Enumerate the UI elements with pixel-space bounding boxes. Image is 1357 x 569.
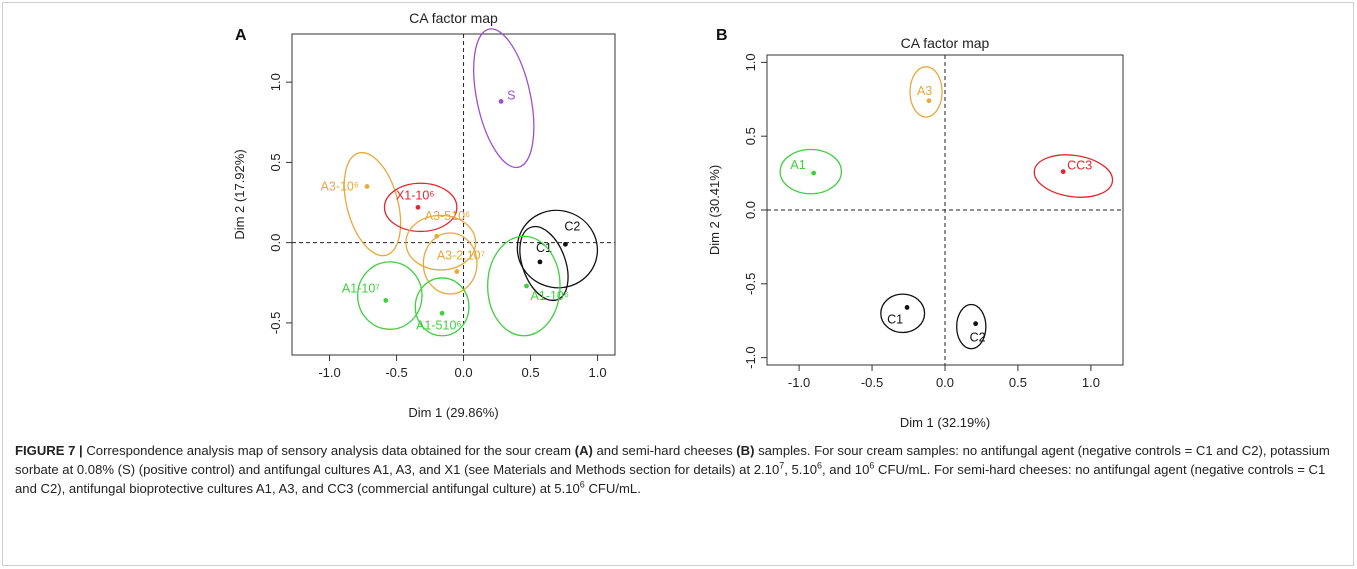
figure-label: FIGURE 7 | — [15, 443, 83, 458]
data-point — [383, 298, 389, 303]
point-label: CC3 — [1067, 159, 1092, 173]
confidence-ellipse — [383, 182, 458, 233]
panel-a: A CA factor map -1.0 -0.5 0.0 0.5 1.0 -0.5 0.0 0.… — [232, 10, 616, 420]
confidence-ellipse — [414, 277, 470, 337]
caption-panel-b-ref: (B) — [736, 443, 755, 458]
data-point — [524, 283, 529, 289]
data-point — [364, 184, 370, 189]
data-point — [537, 259, 543, 265]
confidence-ellipse — [519, 225, 569, 302]
confidence-ellipse — [909, 66, 943, 118]
confidence-ellipse — [405, 214, 477, 271]
y-tick-label: -1.0 — [743, 346, 758, 368]
caption-text: Correspondence analysis map of sensory a… — [82, 443, 575, 458]
point-label: A3-2.10⁷ — [437, 249, 486, 263]
data-point — [926, 98, 932, 104]
y-axis-label: Dim 2 (17.92%) — [232, 149, 247, 239]
point-label: A3-510⁶ — [425, 209, 470, 223]
data-point — [563, 241, 568, 247]
data-point — [454, 269, 460, 274]
x-tick-label: 0.0 — [936, 375, 954, 390]
caption-panel-a-ref: (A) — [574, 443, 593, 458]
confidence-ellipse — [516, 209, 599, 289]
y-tick-label: -0.5 — [268, 312, 283, 334]
point-label: X1-10⁶ — [396, 188, 435, 202]
y-tick-label: 1.0 — [268, 73, 283, 91]
point-label: S — [507, 88, 515, 102]
caption-superscript: 6 — [817, 460, 823, 471]
y-tick-label: 0.5 — [743, 127, 758, 145]
confidence-ellipse — [779, 148, 843, 195]
confidence-ellipse — [422, 232, 478, 295]
confidence-ellipse — [487, 235, 561, 337]
point-label: C1 — [536, 241, 552, 255]
confidence-ellipse — [343, 151, 402, 257]
data-point — [811, 170, 817, 176]
confidence-ellipse — [880, 293, 926, 334]
y-tick-label: 0.0 — [268, 234, 283, 252]
panel-letter: B — [716, 27, 728, 44]
confidence-ellipse — [357, 261, 423, 330]
point-label: A1-10⁷ — [342, 281, 380, 295]
caption-text: CFU/mL. — [584, 481, 641, 496]
caption-superscript: 7 — [779, 460, 785, 471]
confidence-ellipse — [956, 303, 987, 350]
confidence-ellipse — [1033, 154, 1114, 198]
x-tick-label: 1.0 — [1082, 375, 1100, 390]
caption-text: CFU/mL. For semi-hard cheeses: no antifu… — [15, 462, 1326, 496]
confidence-ellipse — [473, 28, 535, 169]
caption-superscript: 6 — [579, 479, 585, 490]
caption-text: and semi-hard cheeses — [592, 443, 737, 458]
data-point — [904, 305, 910, 310]
panel-b: B CA factor map -1.0 -0.5 0.0 0.5 1.0 -1.0 -0.5 0… — [707, 27, 1124, 430]
x-tick-label: 1.0 — [589, 365, 607, 380]
data-point — [1060, 169, 1066, 175]
point-label: C2 — [970, 331, 986, 345]
x-tick-label: 0.5 — [522, 365, 540, 380]
caption-text: , and 10 — [822, 462, 870, 477]
y-tick-label: -0.5 — [743, 273, 758, 295]
point-label: A1-10⁶ — [531, 289, 570, 303]
panel-letter: A — [235, 27, 247, 44]
point-label: A3-10⁶ — [321, 179, 360, 193]
x-tick-label: 0.5 — [1009, 375, 1027, 390]
caption-text: , 5.10 — [784, 462, 818, 477]
figure-caption: FIGURE 7 | Correspondence analysis map o… — [15, 441, 1345, 498]
point-label: C1 — [887, 312, 903, 326]
figure-plots: A CA factor map -1.0 -0.5 0.0 0.5 1.0 -0.5 0.0 0.… — [232, 10, 1124, 430]
point-label: C2 — [564, 219, 580, 233]
y-tick-label: 1.0 — [743, 53, 758, 71]
y-tick-label: 0.5 — [268, 153, 283, 171]
data-point — [439, 310, 445, 316]
x-tick-label: -0.5 — [385, 365, 407, 380]
x-axis-label: Dim 1 (32.19%) — [900, 415, 990, 430]
x-tick-label: -1.0 — [788, 375, 810, 390]
chart-title: CA factor map — [409, 10, 498, 26]
data-point — [415, 204, 421, 210]
data-point — [973, 321, 979, 327]
caption-superscript: 6 — [869, 460, 875, 471]
y-axis-label: Dim 2 (30.41%) — [707, 165, 722, 255]
caption-text: samples. For sour cream samples: no anti… — [15, 443, 1330, 477]
data-point — [498, 99, 504, 104]
chart-title: CA factor map — [901, 35, 990, 51]
point-label: A1-510⁶ — [416, 318, 461, 332]
point-label: A3 — [917, 84, 932, 98]
plot-frame — [291, 33, 616, 356]
y-tick-label: 0.0 — [743, 201, 758, 219]
x-tick-label: -0.5 — [861, 375, 883, 390]
point-label: A1 — [790, 158, 805, 172]
x-axis-label: Dim 1 (29.86%) — [408, 405, 498, 420]
x-tick-label: 0.0 — [455, 365, 473, 380]
x-tick-label: -1.0 — [318, 365, 340, 380]
